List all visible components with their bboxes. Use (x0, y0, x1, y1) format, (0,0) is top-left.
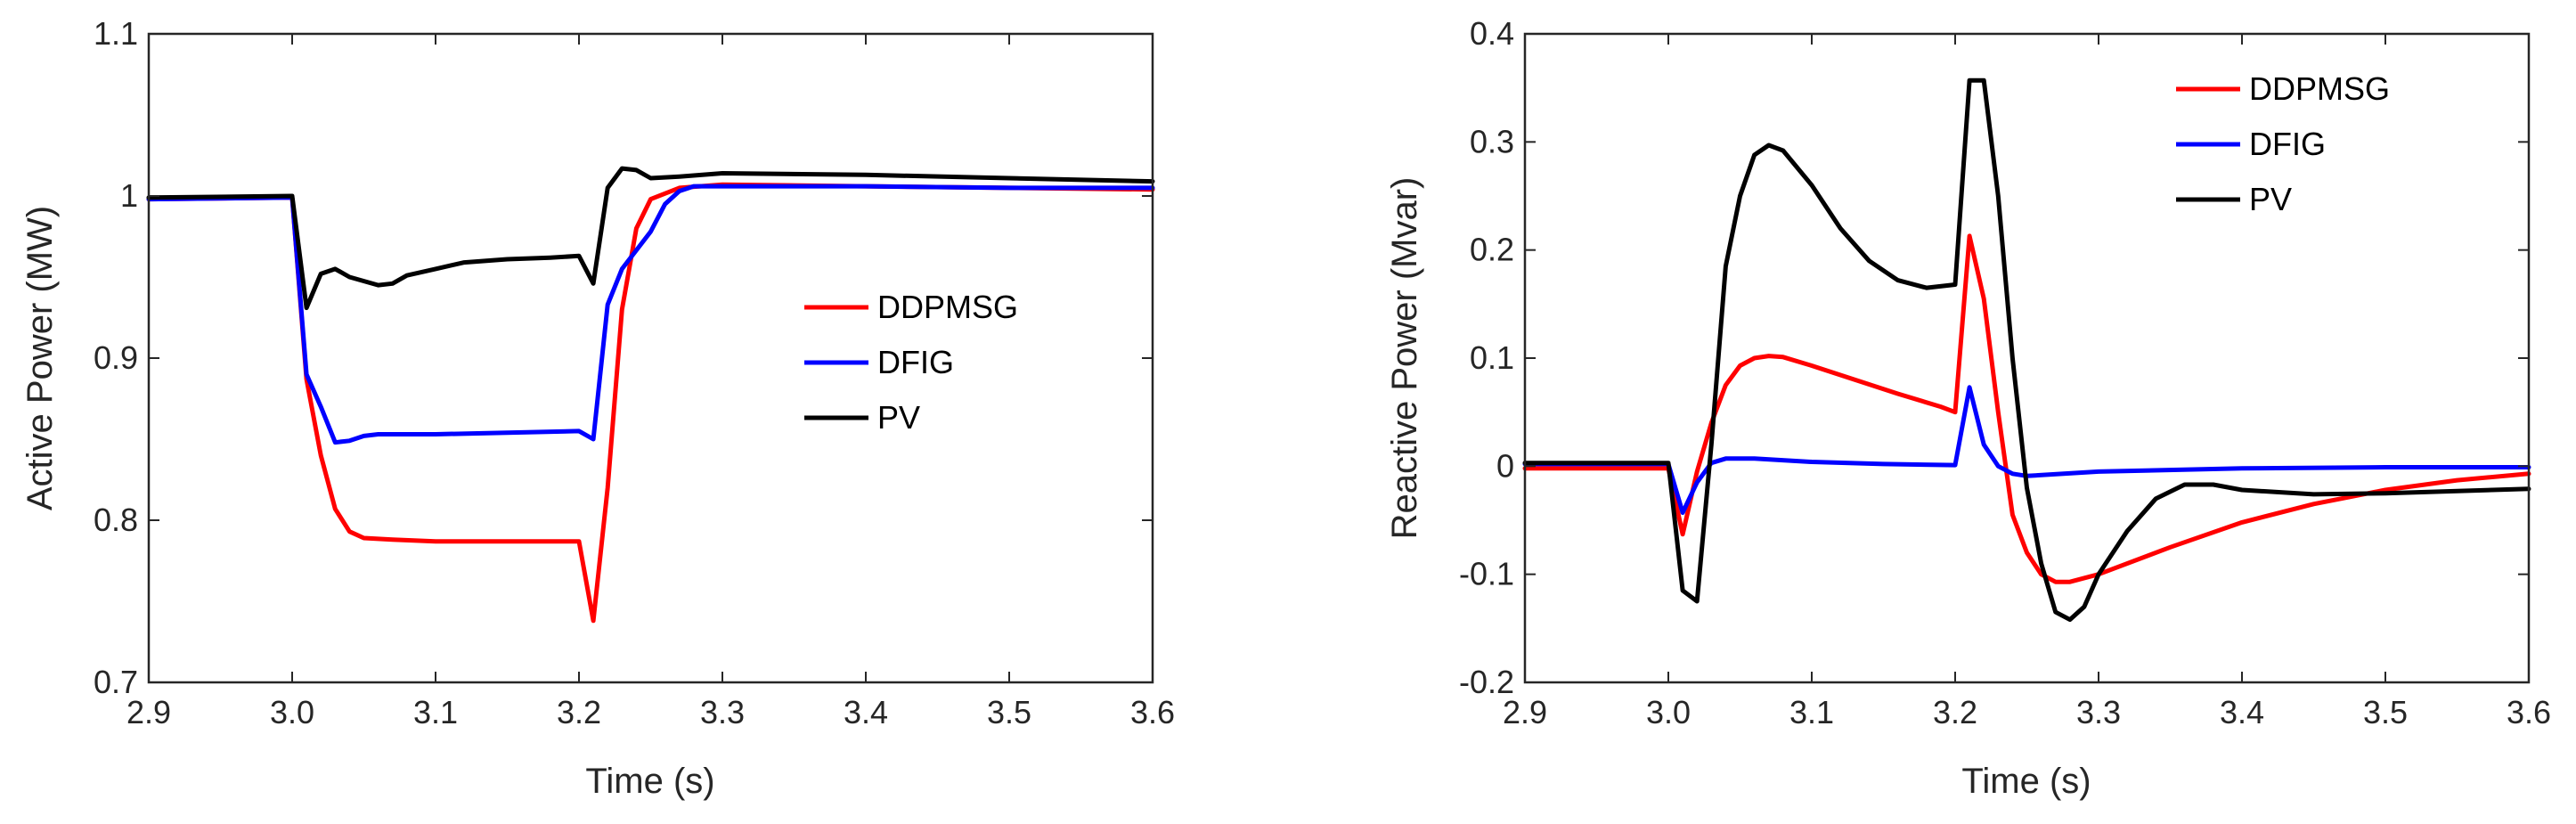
y-axis-label: Reactive Power (Mvar) (1385, 177, 1424, 540)
x-tick-label: 3.2 (557, 694, 601, 730)
x-tick-label: 3.4 (844, 694, 888, 730)
series-line-dfig (1522, 385, 2531, 515)
y-tick-label: 0.8 (94, 502, 138, 538)
x-tick-label: 3.6 (2507, 694, 2551, 730)
y-tick-label: 0.4 (1470, 15, 1514, 52)
x-tick-label: 2.9 (126, 694, 171, 730)
legend-label: DDPMSG (877, 289, 1018, 325)
y-tick-label: 0.1 (1470, 339, 1514, 376)
series-line-dfig (146, 184, 1155, 445)
y-tick-label: 0 (1496, 447, 1514, 484)
y-tick-label: -0.1 (1459, 556, 1514, 592)
series-line-ddpmsg (1522, 233, 2531, 584)
plot-area (149, 34, 1153, 682)
x-tick-label: 3.1 (1789, 694, 1834, 730)
plot-area (1525, 34, 2529, 682)
x-tick-label: 3.2 (1933, 694, 1977, 730)
legend-label: PV (877, 399, 920, 436)
x-tick-label: 3.0 (1646, 694, 1691, 730)
x-tick-label: 3.3 (700, 694, 745, 730)
legend-label: DFIG (2249, 126, 2326, 162)
legend-label: DDPMSG (2249, 70, 2390, 107)
y-tick-label: 0.3 (1470, 123, 1514, 159)
y-tick-label: 1.1 (94, 15, 138, 52)
x-tick-label: 3.5 (987, 694, 1031, 730)
x-tick-label: 3.4 (2220, 694, 2264, 730)
x-tick-label: 3.0 (270, 694, 314, 730)
x-tick-label: 3.3 (2076, 694, 2121, 730)
x-tick-label: 3.1 (413, 694, 458, 730)
active-power-chart: 2.9 3.0 3.1 3.2 3.3 3.4 3.5 3.6 0.7 0.8 0.9 1 1.1 T… (20, 15, 1175, 801)
x-tick-label: 2.9 (1503, 694, 1547, 730)
series-line-pv (146, 166, 1155, 311)
reactive-power-chart: 2.9 3.0 3.1 3.2 3.3 3.4 3.5 3.6 -0.2 -0.1 0 0.1 0.2… (1385, 15, 2551, 801)
y-tick-label: 0.9 (94, 339, 138, 376)
y-axis-label: Active Power (MW) (20, 206, 60, 510)
x-axis-label: Time (s) (1961, 762, 2091, 801)
legend: DDPMSG DFIG PV (804, 289, 1018, 436)
legend-label: PV (2249, 181, 2292, 217)
legend-label: DFIG (877, 344, 954, 380)
x-axis-label: Time (s) (585, 762, 714, 801)
y-tick-label: 1 (120, 177, 138, 214)
series-line-pv (1522, 78, 2531, 623)
y-tick-label: -0.2 (1459, 664, 1514, 700)
x-tick-label: 3.5 (2363, 694, 2408, 730)
legend: DDPMSG DFIG PV (2176, 70, 2390, 217)
y-tick-label: 0.7 (94, 664, 138, 700)
x-tick-label: 3.6 (1130, 694, 1175, 730)
y-tick-label: 0.2 (1470, 232, 1514, 268)
